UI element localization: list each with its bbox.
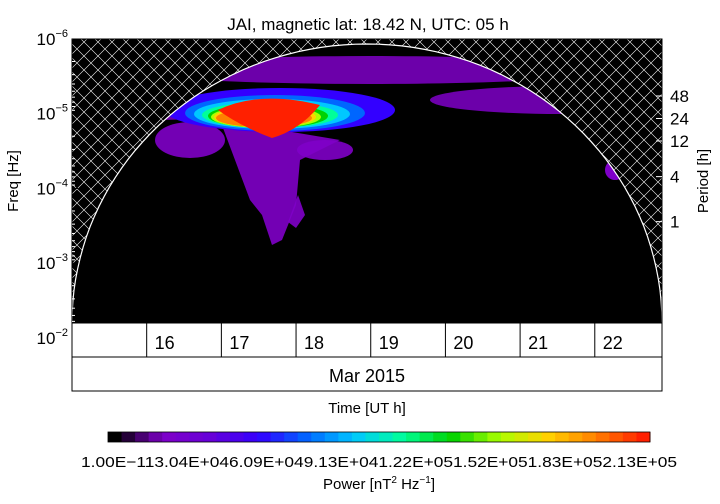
colorbar-swatch: [162, 432, 177, 442]
colorbar-swatch: [108, 432, 123, 442]
x-axis: 16 17 18 19 20 21 22: [146, 323, 623, 357]
x-tick-label: 20: [453, 333, 473, 353]
colorbar-swatch: [270, 432, 285, 442]
colorbar-swatch: [460, 432, 475, 442]
colorbar-swatch: [500, 432, 515, 442]
colorbar-swatch: [257, 432, 272, 442]
colorbar-swatch: [595, 432, 610, 442]
period-axis: 48 24 12 4 1: [656, 87, 689, 232]
colorbar-swatch: [555, 432, 570, 442]
colorbar-swatch: [379, 432, 394, 442]
colorbar-swatch: [229, 432, 244, 442]
y-tick-label: 10−3: [37, 252, 68, 273]
colorbar-swatch: [365, 432, 380, 442]
y-tick-label: 10−4: [37, 177, 68, 198]
colorbar-swatch: [406, 432, 421, 442]
period-tick-label: 24: [670, 109, 689, 128]
x-tick-label: 21: [528, 333, 548, 353]
colorbar-label: Power [nT2 Hz−1]: [323, 475, 435, 493]
colorbar-swatch: [148, 432, 163, 442]
y-axis: 10−6 10−5 10−4 10−3 10−2: [37, 28, 78, 348]
cone-of-influence-line: [72, 43, 662, 323]
colorbar-swatch: [243, 432, 258, 442]
colorbar-swatch: [528, 432, 543, 442]
contour-core: [218, 98, 320, 138]
colorbar-swatch: [216, 432, 231, 442]
colorbar-swatch: [284, 432, 299, 442]
colorbar-swatch: [636, 432, 651, 442]
contour-hump-right: [297, 140, 353, 160]
colorbar-swatch: [202, 432, 217, 442]
colorbar-swatch: [392, 432, 407, 442]
colorbar: [107, 431, 651, 443]
contour-hump-left: [155, 122, 225, 158]
colorbar-swatch: [582, 432, 597, 442]
colorbar-swatch: [175, 432, 190, 442]
period-axis-label: Period [h]: [695, 149, 712, 213]
colorbar-swatch: [541, 432, 556, 442]
colorbar-swatch: [622, 432, 637, 442]
colorbar-frame: [107, 431, 651, 443]
colorbar-swatch: [338, 432, 353, 442]
colorbar-swatch: [189, 432, 204, 442]
colorbar-swatch: [514, 432, 529, 442]
period-tick-label: 12: [670, 132, 689, 151]
colorbar-swatch: [433, 432, 448, 442]
colorbar-swatch: [487, 432, 502, 442]
colorbar-swatch: [324, 432, 339, 442]
period-tick-label: 1: [670, 213, 679, 232]
y-axis-label: Freq [Hz]: [5, 150, 22, 212]
plot-area: [72, 39, 662, 323]
month-label: Mar 2015: [329, 366, 405, 386]
x-tick-label: 18: [304, 333, 324, 353]
colorbar-swatch: [311, 432, 326, 442]
x-axis-label: Time [UT h]: [328, 400, 406, 417]
y-tick-label: 10−5: [37, 103, 68, 124]
colorbar-swatch: [351, 432, 366, 442]
period-tick-label: 48: [670, 87, 689, 106]
colorbar-swatch: [135, 432, 150, 442]
x-tick-label: 16: [155, 333, 175, 353]
colorbar-swatch: [609, 432, 624, 442]
period-tick-label: 4: [670, 168, 679, 187]
month-axis-box: [71, 356, 663, 392]
x-tick-label: 19: [379, 333, 399, 353]
x-tick-label: 22: [603, 333, 623, 353]
colorbar-swatch: [446, 432, 461, 442]
colorbar-swatch: [473, 432, 488, 442]
contour-tail-branch: [288, 195, 305, 228]
colorbar-tick-labels: 1.00E−113.04E+046.09E+049.13E+041.22E+05…: [81, 454, 677, 471]
colorbar-swatch: [568, 432, 583, 442]
colorbar-swatch: [419, 432, 434, 442]
y-tick-label: 10−2: [37, 327, 68, 348]
x-tick-label: 17: [229, 333, 249, 353]
chart-title: JAI, magnetic lat: 18.42 N, UTC: 05 h: [227, 15, 509, 34]
colorbar-swatch: [297, 432, 312, 442]
colorbar-swatch: [121, 432, 136, 442]
y-tick-label: 10−6: [37, 28, 68, 49]
